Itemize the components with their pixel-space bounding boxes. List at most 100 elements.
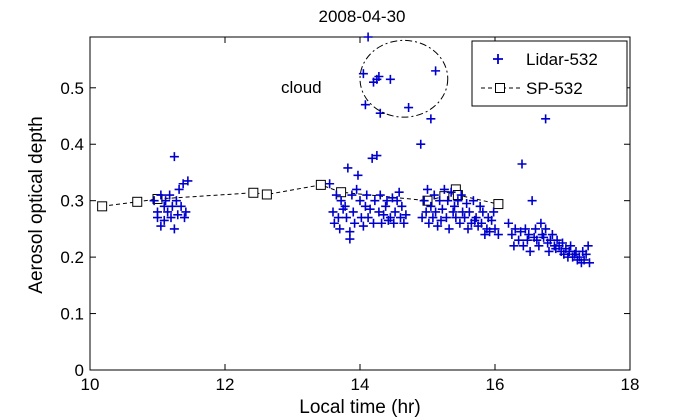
lidar-532-point bbox=[534, 241, 544, 251]
sp-532-point bbox=[493, 199, 504, 210]
lidar-532-point bbox=[379, 210, 389, 220]
lidar-532-point bbox=[390, 207, 400, 217]
lidar-532-point bbox=[437, 204, 447, 214]
lidar-532-point bbox=[558, 238, 567, 248]
lidar-532-point bbox=[183, 176, 193, 186]
lidar-532-point bbox=[429, 190, 439, 200]
lidar-532-point bbox=[451, 213, 461, 223]
lidar-532-point bbox=[510, 224, 520, 234]
lidar-532-point bbox=[374, 207, 384, 217]
y-tick-label: 0.1 bbox=[60, 305, 84, 324]
lidar-532-point bbox=[544, 246, 554, 256]
lidar-532-point bbox=[524, 230, 534, 240]
sp-532-point bbox=[97, 201, 108, 212]
lidar-532-point bbox=[153, 213, 162, 223]
sp-532-point bbox=[132, 196, 143, 207]
lidar-532-point bbox=[355, 196, 365, 206]
lidar-532-point bbox=[180, 213, 189, 223]
axis-ticks: 10 12 14 16 18 0 0.1 0.2 0.3 0.4 0.5 bbox=[60, 37, 639, 394]
lidar-532-point bbox=[377, 218, 387, 228]
lidar-532-point bbox=[328, 207, 338, 217]
lidar-532-point bbox=[385, 74, 395, 84]
lidar-532-point bbox=[552, 235, 562, 245]
lidar-532-point bbox=[583, 241, 593, 251]
lidar-532-point bbox=[426, 114, 436, 124]
legend-label-lidar: Lidar-532 bbox=[526, 50, 598, 69]
lidar-532-point bbox=[431, 66, 441, 76]
lidar-532-point bbox=[372, 151, 382, 161]
x-tick-label: 16 bbox=[486, 375, 505, 394]
lidar-532-point bbox=[161, 196, 171, 206]
lidar-532-point bbox=[416, 139, 426, 149]
lidar-532-point bbox=[340, 201, 350, 211]
lidar-532-point bbox=[509, 241, 519, 251]
lidar-532-point bbox=[329, 218, 339, 228]
lidar-532-point bbox=[520, 224, 530, 234]
lidar-532-point bbox=[532, 235, 542, 245]
y-tick-label: 0.3 bbox=[60, 192, 84, 211]
lidar-532-point bbox=[167, 201, 177, 211]
lidar-532-point bbox=[579, 255, 589, 265]
legend-sp-marker bbox=[481, 83, 520, 93]
x-tick-label: 12 bbox=[216, 375, 235, 394]
lidar-532-point bbox=[490, 224, 500, 234]
lidar-532-point bbox=[456, 190, 466, 200]
lidar-532-point bbox=[478, 207, 488, 217]
lidar-532-point bbox=[382, 196, 392, 206]
lidar-532-point bbox=[514, 235, 524, 245]
lidar-532-point bbox=[365, 204, 375, 214]
lidar-532-point bbox=[581, 249, 591, 259]
lidar-532-point bbox=[342, 213, 351, 223]
legend-lidar-plus bbox=[493, 54, 503, 64]
lidar-532-point bbox=[345, 234, 355, 244]
lidar-532-point bbox=[375, 108, 385, 118]
lidar-532-point bbox=[375, 190, 385, 200]
lidar-532-point bbox=[566, 241, 576, 251]
lidar-532-point bbox=[404, 103, 414, 113]
lidar-532-point bbox=[392, 196, 402, 206]
lidar-532-point bbox=[166, 213, 176, 223]
lidar-532-point bbox=[525, 246, 535, 256]
lidar-532-point bbox=[369, 218, 378, 228]
lidar-532-point bbox=[159, 215, 169, 225]
lidar-532-point bbox=[370, 196, 380, 206]
sp-532-point bbox=[248, 187, 259, 198]
lidar-532-point bbox=[423, 184, 432, 194]
lidar-532-point bbox=[435, 196, 445, 206]
lidar-532-point bbox=[387, 193, 397, 203]
lidar-532-point bbox=[347, 190, 357, 200]
lidar-532-point bbox=[504, 218, 513, 228]
lidar-532-point bbox=[358, 69, 368, 79]
lidar-532-point bbox=[443, 196, 453, 206]
lidar-532-point bbox=[477, 218, 486, 228]
lidar-532-point bbox=[367, 153, 377, 163]
lidar-532-point bbox=[531, 224, 540, 234]
lidar-532-point bbox=[335, 224, 345, 234]
lidar-532-point bbox=[464, 207, 474, 217]
lidar-532-point bbox=[352, 184, 362, 194]
lidar-532-point bbox=[159, 201, 169, 211]
lidar-532-point bbox=[439, 184, 449, 194]
lidar-532-point bbox=[460, 213, 470, 223]
lidar-532-point bbox=[527, 196, 537, 206]
sp-532-point bbox=[261, 189, 272, 200]
lidar-532-point bbox=[436, 215, 446, 225]
lidar-532-point bbox=[541, 224, 551, 234]
lidar-532-point bbox=[156, 221, 166, 231]
cloud-ellipse bbox=[359, 39, 449, 118]
lidar-532-point bbox=[336, 196, 346, 206]
x-axis-label: Local time (hr) bbox=[299, 397, 420, 418]
lidar-532-point bbox=[536, 218, 546, 228]
lidar-532-point bbox=[475, 201, 485, 211]
lidar-532-point bbox=[362, 190, 372, 200]
lidar-532-point bbox=[399, 218, 409, 228]
lidar-532-point bbox=[419, 196, 429, 206]
y-tick-label: 0.2 bbox=[60, 248, 84, 267]
lidar-532-point bbox=[401, 210, 411, 220]
lidar-532-point bbox=[518, 241, 528, 251]
lidar-532-point bbox=[444, 224, 454, 234]
sp-532-point bbox=[315, 179, 326, 190]
lidar-532-point bbox=[417, 213, 427, 223]
x-tick-label: 18 bbox=[621, 375, 640, 394]
